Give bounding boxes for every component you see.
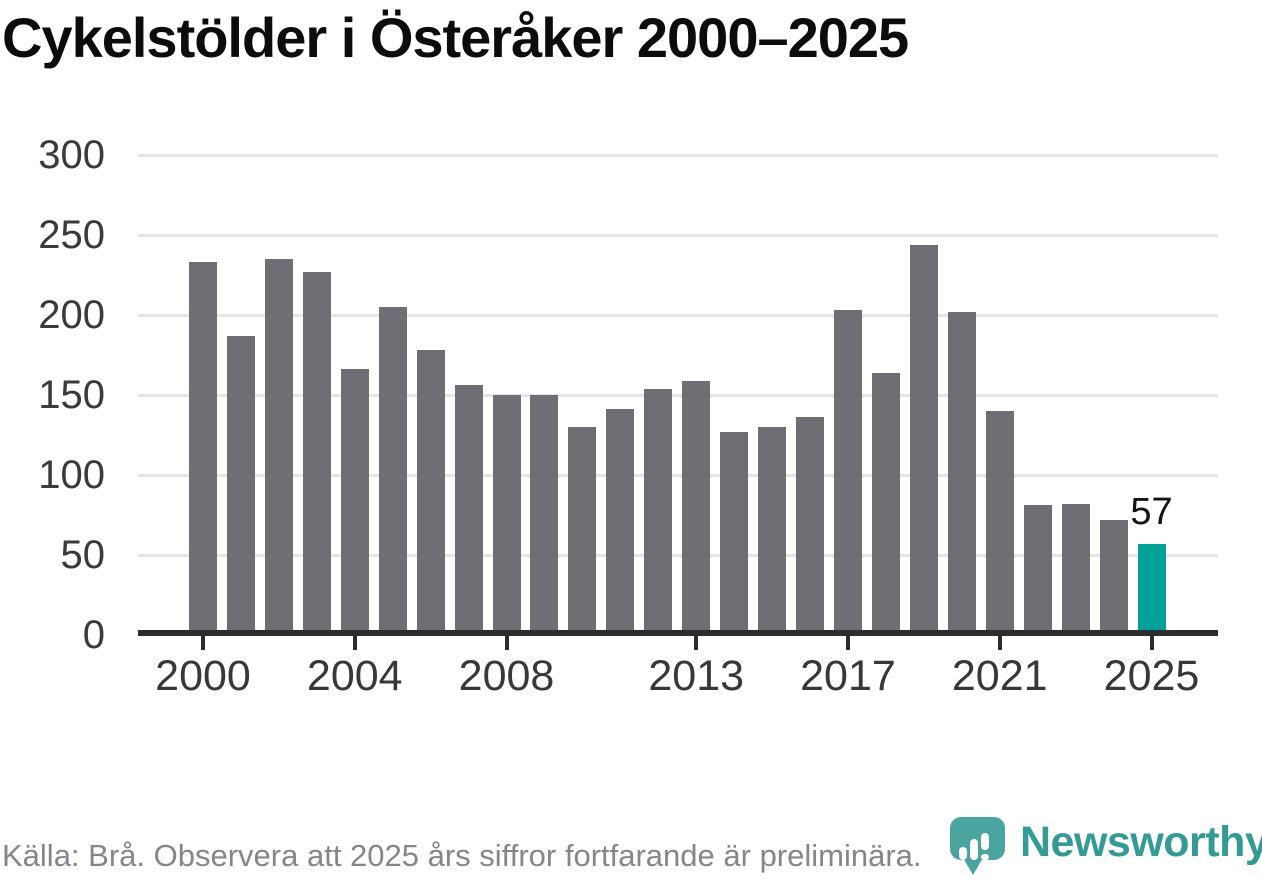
chart-title: Cykelstölder i Österåker 2000–2025 bbox=[2, 6, 909, 69]
gridline-200 bbox=[138, 313, 1218, 317]
bar-2000 bbox=[189, 262, 217, 635]
gridline-150 bbox=[138, 393, 1218, 397]
newsworthy-logo: Newsworthy bbox=[950, 814, 1262, 876]
x-axis-label-2013: 2013 bbox=[648, 652, 745, 700]
mini-bar-icon bbox=[981, 833, 989, 850]
bar-2004 bbox=[340, 369, 369, 635]
bar-2005 bbox=[378, 307, 407, 635]
bar-2011 bbox=[606, 409, 635, 635]
y-axis-label-150: 150 bbox=[38, 373, 105, 417]
bar-2012 bbox=[644, 388, 673, 635]
bar-2025 bbox=[1137, 543, 1166, 635]
bar-2017 bbox=[833, 310, 862, 635]
x-axis-label-2000: 2000 bbox=[155, 652, 251, 700]
bar-2006 bbox=[416, 350, 445, 635]
gridline-50 bbox=[138, 553, 1218, 557]
newsworthy-logo-icon bbox=[950, 814, 1006, 876]
x-axis-tick-2000 bbox=[201, 636, 205, 650]
bar-2015 bbox=[758, 427, 787, 635]
bar-2023 bbox=[1061, 503, 1090, 635]
x-axis-tick-2008 bbox=[504, 636, 509, 650]
x-axis-label-2021: 2021 bbox=[951, 652, 1048, 700]
y-axis-label-200: 200 bbox=[38, 293, 105, 337]
x-axis-tick-2021 bbox=[997, 636, 1002, 650]
x-axis-label-2008: 2008 bbox=[458, 652, 555, 700]
mini-bar-icon bbox=[970, 839, 978, 860]
y-axis-label-0: 0 bbox=[82, 613, 105, 657]
x-axis-tick-2004 bbox=[352, 636, 357, 650]
x-axis-line bbox=[138, 630, 1218, 636]
y-axis-label-100: 100 bbox=[38, 453, 105, 497]
gridline-100 bbox=[138, 473, 1218, 477]
gridline-300 bbox=[138, 153, 1218, 157]
y-axis-label-250: 250 bbox=[38, 213, 105, 257]
bar-2024 bbox=[1099, 519, 1128, 635]
x-axis-tick-2013 bbox=[694, 636, 699, 650]
highlight-value-label: 57 bbox=[1130, 491, 1173, 533]
bar-2016 bbox=[796, 417, 825, 635]
x-axis-tick-2025 bbox=[1149, 636, 1154, 650]
bar-2001 bbox=[226, 335, 255, 635]
bar-2020 bbox=[947, 311, 976, 635]
mini-bar-dot-icon bbox=[981, 854, 989, 860]
source-note: Källa: Brå. Observera att 2025 års siffr… bbox=[2, 838, 922, 873]
bar-2013 bbox=[682, 380, 711, 635]
bar-2019 bbox=[909, 244, 938, 635]
bar-2021 bbox=[985, 411, 1014, 635]
bar-2018 bbox=[871, 372, 900, 635]
speech-bubble-tail bbox=[962, 856, 984, 875]
mini-bar-icon bbox=[959, 847, 967, 860]
newsworthy-wordmark: Newsworthy bbox=[1020, 818, 1262, 866]
gridline-250 bbox=[138, 233, 1218, 237]
bar-2014 bbox=[720, 431, 749, 635]
bar-2002 bbox=[264, 259, 293, 635]
bar-2008 bbox=[492, 395, 521, 635]
bar-2009 bbox=[530, 395, 559, 635]
bar-2022 bbox=[1023, 505, 1052, 635]
x-axis-tick-2017 bbox=[845, 636, 850, 650]
bar-2010 bbox=[568, 427, 597, 635]
bar-2003 bbox=[302, 271, 331, 635]
y-axis-label-300: 300 bbox=[38, 133, 105, 177]
x-axis-label-2017: 2017 bbox=[800, 652, 896, 700]
x-axis-label-2004: 2004 bbox=[306, 652, 403, 700]
bar-2007 bbox=[454, 385, 483, 635]
y-axis-label-50: 50 bbox=[60, 533, 106, 577]
x-axis-label-2025: 2025 bbox=[1103, 652, 1200, 700]
